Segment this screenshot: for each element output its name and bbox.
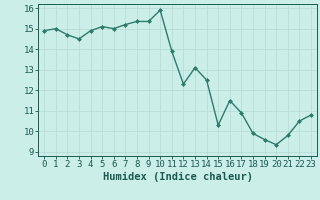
X-axis label: Humidex (Indice chaleur): Humidex (Indice chaleur) — [103, 172, 252, 182]
